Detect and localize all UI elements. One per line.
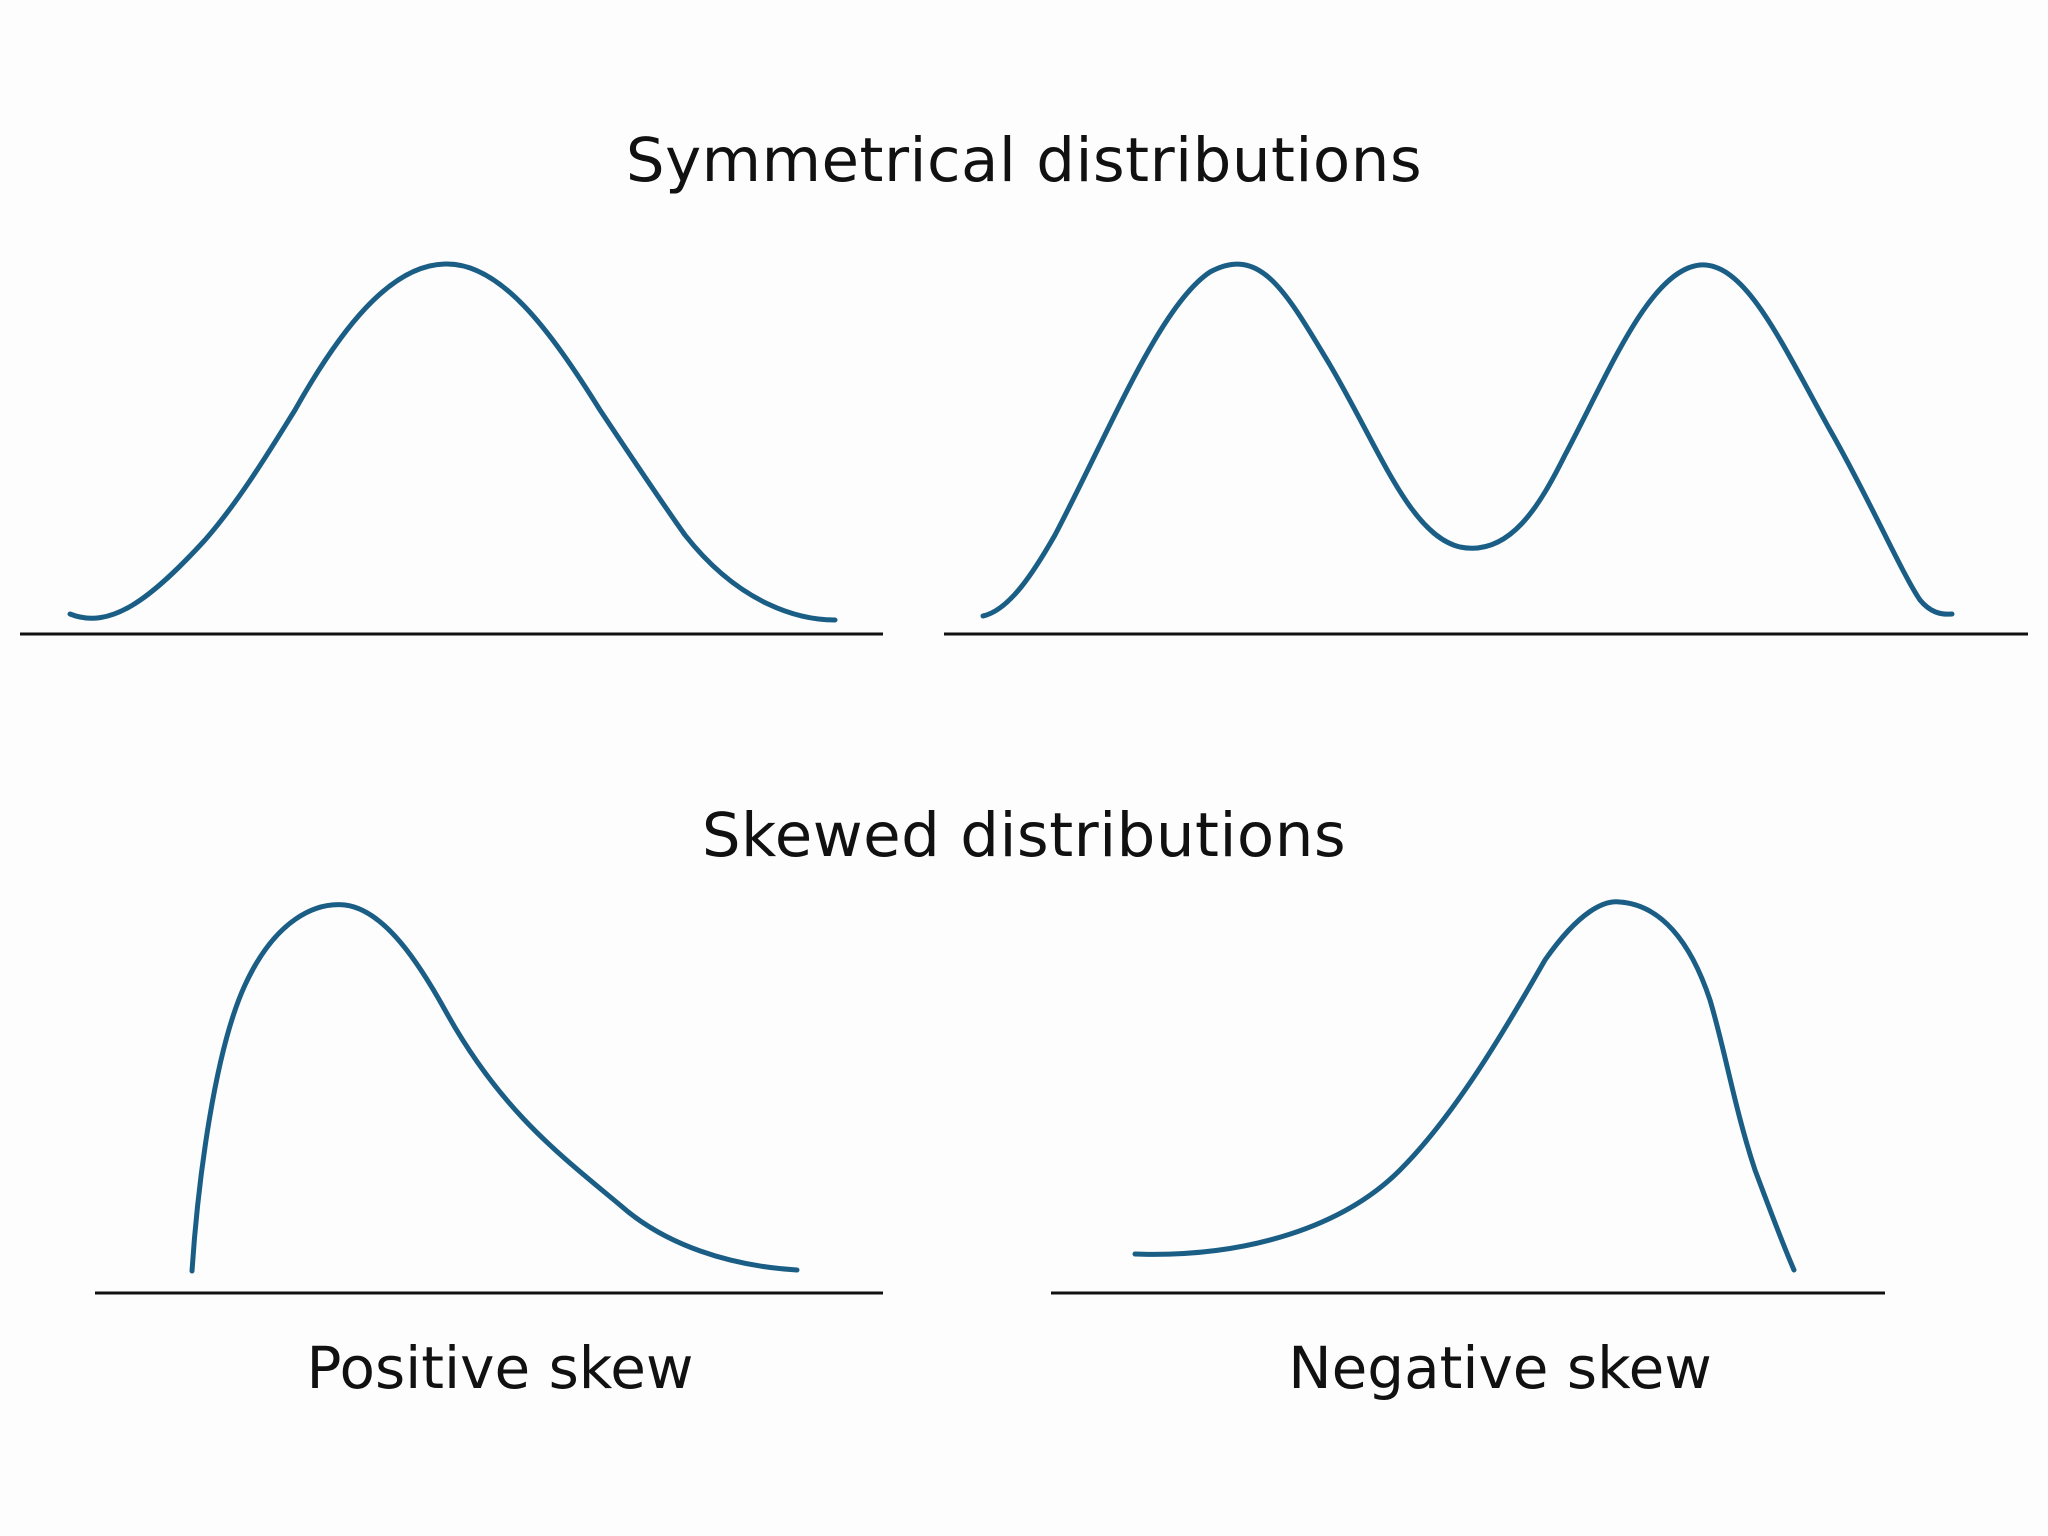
negative-skew-caption: Negative skew bbox=[1288, 1334, 1712, 1402]
positive-skew-curve bbox=[189, 902, 800, 1274]
skewed-heading: Skewed distributions bbox=[701, 800, 1347, 871]
symmetrical-heading: Symmetrical distributions bbox=[625, 125, 1423, 196]
bimodal-curve bbox=[980, 261, 1955, 619]
positive-skew-caption: Positive skew bbox=[306, 1334, 694, 1402]
normal-curve bbox=[67, 261, 838, 623]
negative-skew-curve bbox=[1132, 899, 1797, 1273]
